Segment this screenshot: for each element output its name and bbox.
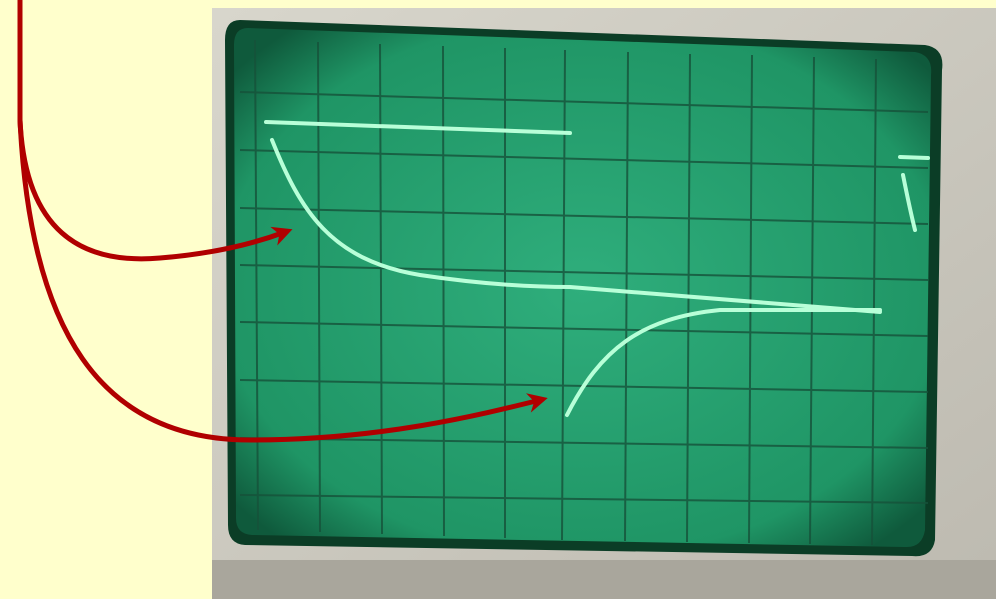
monitor-base [212,560,996,599]
trace-edge [900,157,928,158]
page [0,0,996,599]
scene [0,0,996,599]
